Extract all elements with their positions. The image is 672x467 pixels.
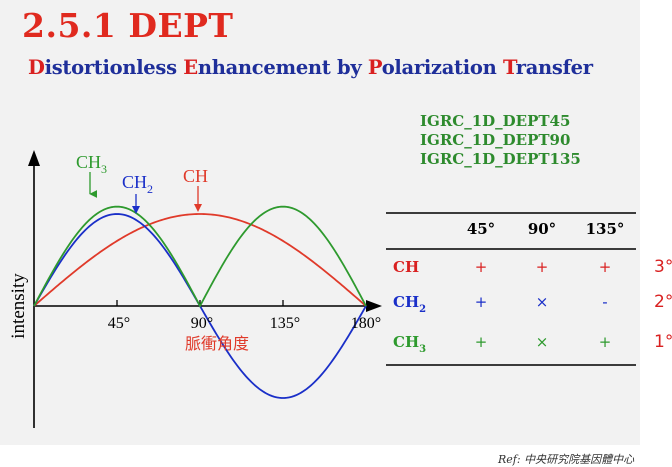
ch-curve-label: CH (183, 166, 208, 186)
reference-note: Ref: 中央研究院基因體中心 (498, 453, 635, 466)
ch3-curve (33, 205, 367, 308)
table-header-135: 135° (586, 220, 625, 238)
y-axis-label: intensity (8, 273, 29, 339)
subtitle-text: istortionless (44, 56, 184, 79)
table-row-ch-degree: 3° (654, 257, 672, 277)
x-axis-arrowhead (366, 300, 382, 312)
x-tick-label-90: 90° (191, 315, 213, 332)
table-row-ch2-label: CH2 (393, 293, 426, 315)
table-row-ch2-value-45: + (475, 293, 488, 311)
experiment-code-list: IGRC_1D_DEPT45 IGRC_1D_DEPT90 IGRC_1D_DE… (420, 112, 581, 169)
table-row-ch3-label: CH3 (393, 333, 426, 355)
table-row-ch2-value-135: - (602, 293, 607, 311)
table-row-ch3-degree: 1° (654, 332, 672, 352)
ch-label-arrowhead (194, 204, 202, 212)
subtitle-initial: T (502, 56, 516, 79)
table-row-ch3-value-135: + (599, 333, 612, 351)
table-row-ch3-value-90: × (536, 333, 549, 351)
x-axis-caption: 脈衝角度 (185, 334, 249, 353)
table-row-ch-label: CH (393, 258, 419, 276)
subtitle-initial: E (183, 56, 198, 79)
ch2-curve-label: CH2 (122, 172, 153, 196)
table-row-ch2-value-90: × (536, 293, 549, 311)
subtitle-initial: P (367, 56, 382, 79)
table-row-ch-value-135: + (599, 258, 612, 276)
subtitle-text: nhancement by (197, 56, 368, 79)
x-tick-label-45: 45° (108, 315, 130, 332)
x-tick-label-135: 135° (270, 315, 300, 332)
ch2-label-arrowhead (132, 206, 140, 214)
subtitle-initial: D (28, 56, 45, 79)
table-header-90: 90° (528, 220, 556, 238)
ch3-curve-label: CH3 (76, 152, 107, 176)
ch-curve (33, 213, 367, 307)
slide-title: 2.5.1 DEPT (22, 6, 234, 45)
table-row-ch3-value-45: + (475, 333, 488, 351)
code-dept135: IGRC_1D_DEPT135 (420, 150, 581, 168)
table-row-ch-value-90: + (536, 258, 549, 276)
subtitle-text: olarization (381, 56, 503, 79)
code-dept45: IGRC_1D_DEPT45 (420, 112, 571, 130)
x-tick-label-180: 180° (351, 315, 381, 332)
table-row-ch-value-45: + (475, 258, 488, 276)
slide-background (0, 0, 640, 445)
table-header-45: 45° (467, 220, 495, 238)
subtitle-text: ransfer (515, 56, 593, 79)
table-row-ch2-degree: 2° (654, 292, 672, 312)
code-dept90: IGRC_1D_DEPT90 (420, 131, 571, 149)
slide-subtitle: Distortionless Enhancement by Polarizati… (28, 56, 593, 79)
y-axis-arrowhead (28, 150, 40, 166)
